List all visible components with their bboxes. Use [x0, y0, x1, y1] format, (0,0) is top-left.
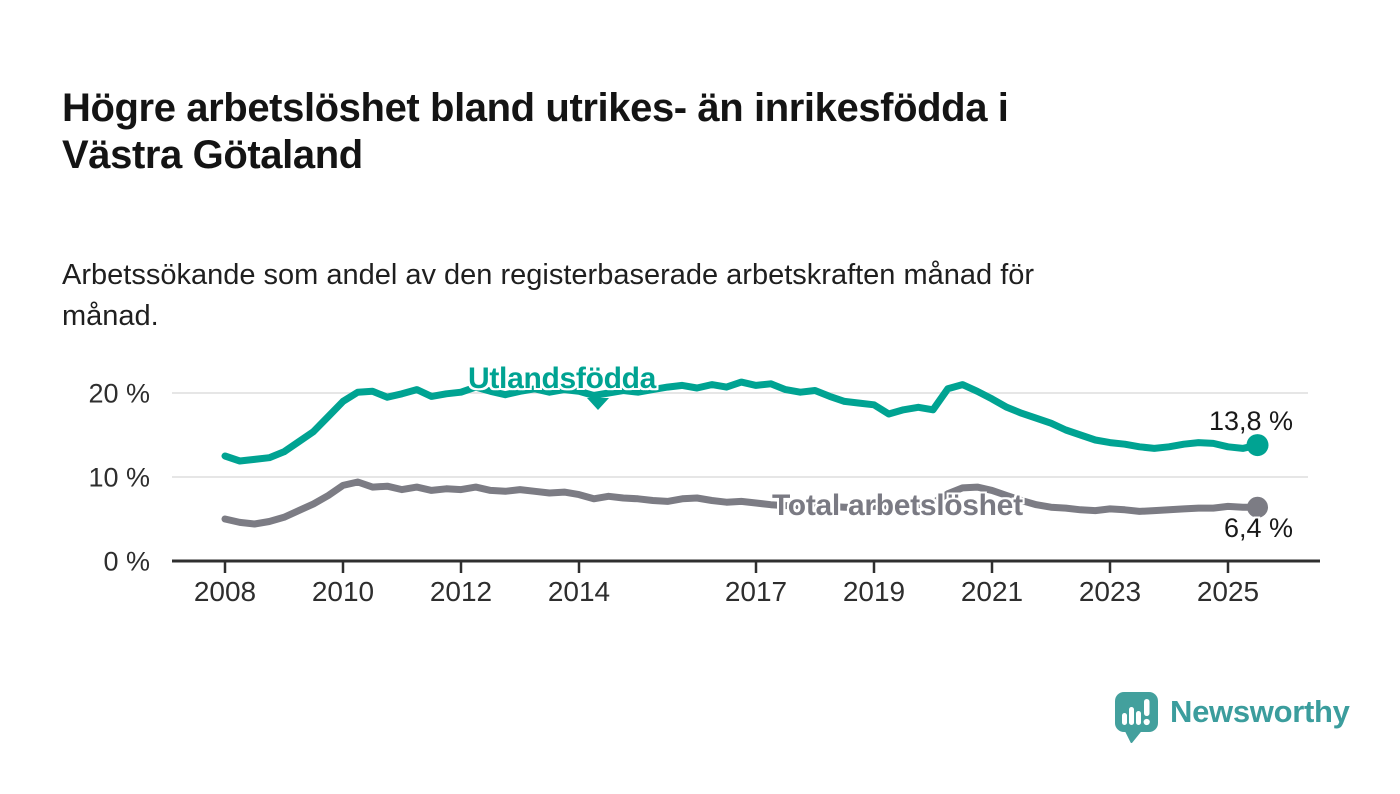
- x-tick-label: 2021: [961, 576, 1023, 607]
- chart-subtitle: Arbetssökande som andel av den registerb…: [62, 259, 1035, 332]
- x-tick-label: 2010: [312, 576, 374, 607]
- line-chart: 0 % 10 % 20 % 2008 2010 2012 2014 2017 2019 2021 2…: [0, 330, 1400, 640]
- newsworthy-logo-icon: [1114, 691, 1160, 750]
- end-value-utlandsfodda: 13,8 %: [1208, 406, 1293, 436]
- series-pointer-triangle-icon: [587, 398, 609, 410]
- x-tick-label: 2008: [194, 576, 256, 607]
- y-tick-label: 0 %: [103, 547, 150, 577]
- page-title: Högre arbetslöshet bland utrikes- än inr…: [62, 85, 1009, 177]
- series-line-0: [221, 378, 1261, 465]
- x-tick-label: 2019: [843, 576, 905, 607]
- x-tick-label: 2012: [430, 576, 492, 607]
- y-tick-label: 10 %: [88, 463, 150, 493]
- chart-canvas: 0 % 10 % 20 % 2008 2010 2012 2014 2017 2019 2021 2…: [88, 378, 1320, 607]
- series-end-dot-0: [1246, 434, 1269, 457]
- series-end-dot-1: [1247, 496, 1268, 518]
- end-value-total: 6,4 %: [1223, 513, 1293, 543]
- x-tick-label: 2014: [548, 576, 610, 607]
- series-label-total-arbetsloshet: Total arbetslöshet: [772, 489, 1023, 522]
- x-tick-label: 2025: [1197, 576, 1259, 607]
- series-line-1: [221, 478, 1261, 528]
- newsworthy-logo-text: Newsworthy: [1170, 694, 1350, 729]
- x-tick-label: 2023: [1079, 576, 1141, 607]
- x-tick-label: 2017: [725, 576, 787, 607]
- series-label-utlandsfodda: Utlandsfödda: [468, 362, 657, 395]
- y-tick-label: 20 %: [88, 379, 150, 409]
